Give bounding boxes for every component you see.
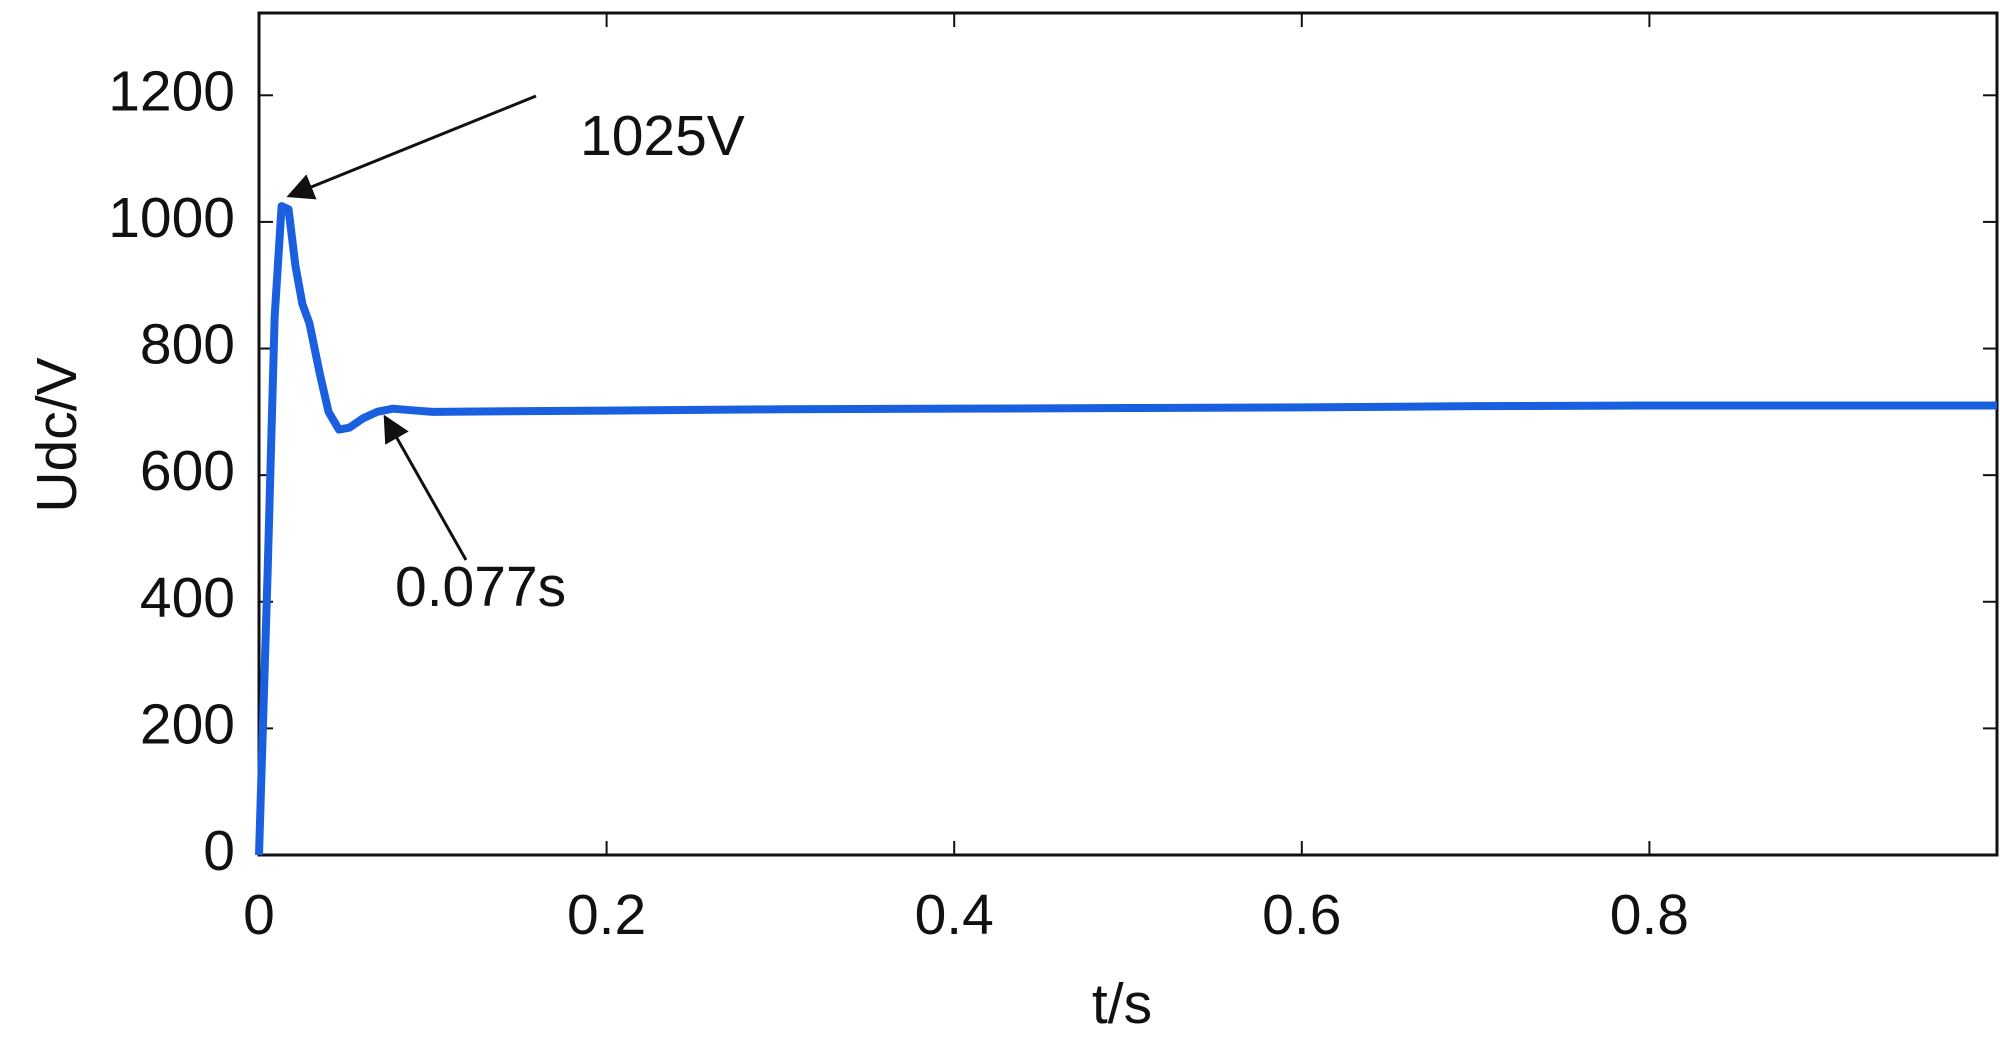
annotation: 1025V (580, 104, 745, 168)
y-tick-label: 0 (203, 819, 235, 883)
plot-frame (257, 11, 1999, 857)
x-tick-label: 0.6 (1262, 883, 1341, 947)
annotation-arrow (383, 414, 468, 561)
y-tick-label: 1200 (108, 59, 235, 123)
x-axis-title: t/s (1092, 972, 1152, 1036)
x-tick-label: 0 (243, 883, 275, 947)
x-tick-label: 0.4 (915, 883, 994, 947)
annotation-arrow (286, 94, 537, 200)
y-tick-label: 1000 (108, 186, 235, 250)
annotation: 0.077s (395, 555, 566, 619)
x-tick-label: 0.2 (567, 883, 646, 947)
y-tick-label: 600 (140, 439, 235, 503)
x-tick-label: 0.8 (1610, 883, 1689, 947)
y-tick-label: 200 (140, 692, 235, 756)
data-line (255, 202, 1997, 856)
y-tick-label: 400 (140, 566, 235, 630)
y-axis-title: Udc/V (25, 357, 89, 512)
y-tick-label: 800 (140, 313, 235, 377)
